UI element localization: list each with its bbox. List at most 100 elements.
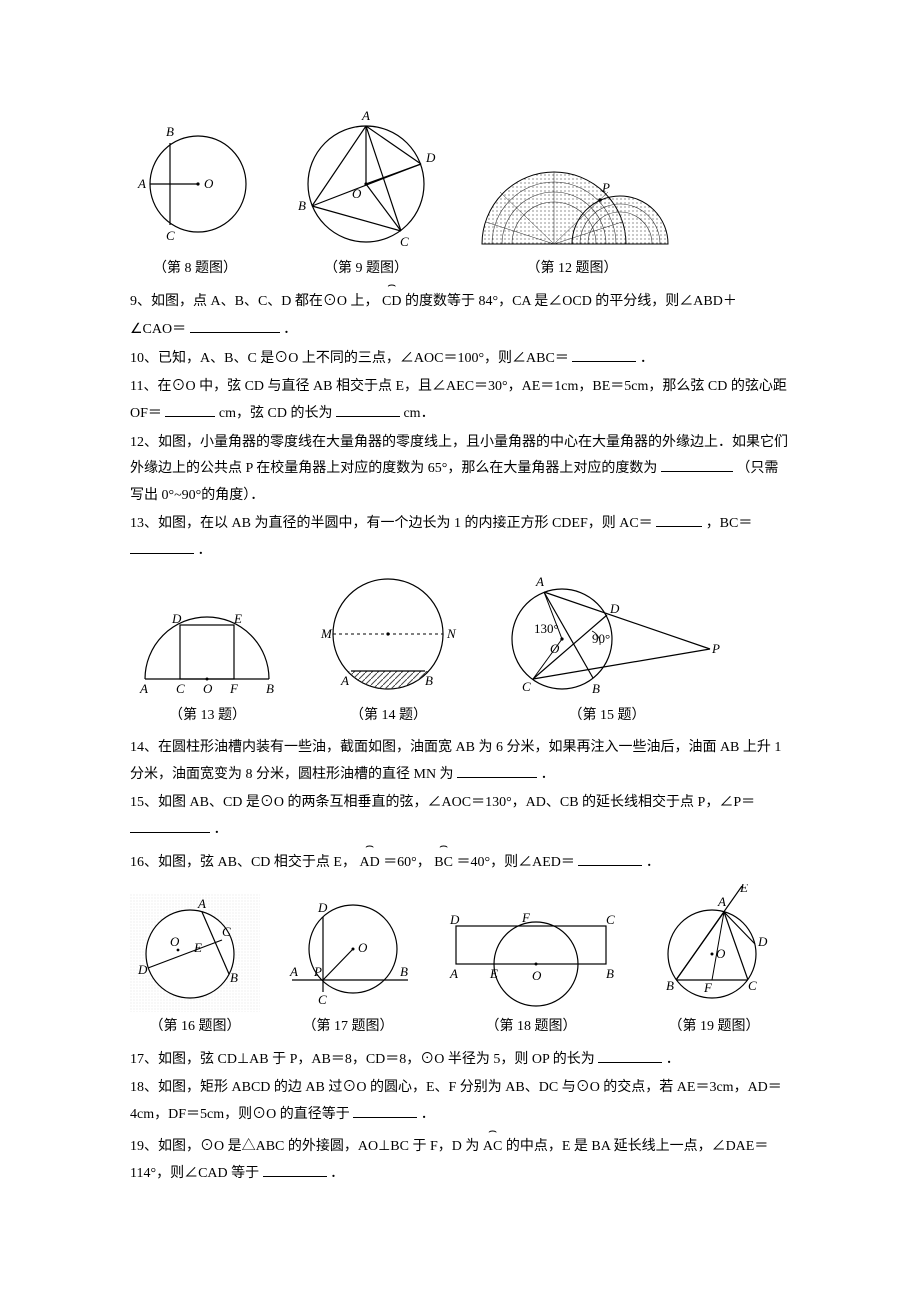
svg-text:C: C — [400, 234, 409, 249]
svg-text:M: M — [320, 626, 333, 641]
q15-text-a: 15、如图 AB、CD 是⊙O 的两条互相垂直的弦，∠AOC＝130°，AD、C… — [130, 795, 755, 810]
q16-text-b: ＝60°， — [383, 855, 431, 870]
q14: 14、在圆柱形油槽内装有一些油，截面如图，油面宽 AB 为 6 分米，如果再注入… — [130, 735, 790, 788]
fig-14: M N A B （第 14 题） — [311, 571, 466, 730]
q18: 18、如图，矩形 ABCD 的边 AB 过⊙O 的圆心，E、F 分别为 AB、D… — [130, 1075, 790, 1128]
blank-q10[interactable] — [572, 347, 636, 362]
q16: 16、如图，弦 AB、CD 相交于点 E， AD ＝60°， BC ＝40°，则… — [130, 850, 790, 877]
arc-cd: CD — [382, 289, 401, 316]
blank-q13-2[interactable] — [130, 539, 194, 554]
q10: 10、已知，A、B、C 是⊙O 上不同的三点，∠AOC＝100°，则∠ABC＝ … — [130, 346, 790, 373]
blank-q12[interactable] — [661, 457, 733, 472]
svg-text:B: B — [230, 970, 238, 985]
svg-text:A: A — [717, 894, 726, 909]
q19-text-c: ． — [330, 1166, 344, 1181]
caption-8: （第 8 题图） — [153, 256, 237, 283]
caption-15: （第 15 题） — [569, 703, 646, 730]
q14-text-b: ． — [541, 767, 555, 782]
svg-text:A: A — [197, 896, 206, 911]
fig-15: A C D B O P 130° 90° （第 15 题） — [492, 571, 722, 730]
svg-text:D: D — [609, 601, 620, 616]
caption-17: （第 17 题图） — [303, 1014, 394, 1041]
q18-text-a: 18、如图，矩形 ABCD 的边 AB 过⊙O 的圆心，E、F 分别为 AB、D… — [130, 1080, 782, 1122]
blank-q18[interactable] — [353, 1103, 417, 1118]
figure-row-3: A B C D O E （第 16 题图） D A P B C O （第 17 … — [130, 884, 790, 1041]
svg-text:C: C — [222, 924, 231, 939]
caption-14: （第 14 题） — [350, 703, 427, 730]
q14-text-a: 14、在圆柱形油槽内装有一些油，截面如图，油面宽 AB 为 6 分米，如果再注入… — [130, 740, 781, 782]
fig-19: E A B C D F O （第 19 题图） — [644, 884, 784, 1041]
svg-text:O: O — [170, 934, 180, 949]
blank-q15[interactable] — [130, 818, 210, 833]
q11-text-b: cm，弦 CD 的长为 — [219, 406, 333, 421]
fig-12: P （第 12 题图） — [472, 162, 672, 283]
svg-text:O: O — [550, 641, 560, 656]
svg-text:E: E — [739, 884, 748, 895]
q17-text-b: ． — [666, 1052, 680, 1067]
q13-text-c: ． — [198, 543, 212, 558]
svg-text:E: E — [193, 940, 202, 955]
blank-q11-1[interactable] — [165, 402, 215, 417]
q13-text-b: ，BC＝ — [706, 516, 753, 531]
svg-text:B: B — [425, 673, 433, 688]
q11: 11、在⊙O 中，弦 CD 与直径 AB 相交于点 E，且∠AEC＝30°，AE… — [130, 374, 790, 427]
svg-text:A: A — [361, 108, 370, 123]
svg-text:C: C — [606, 912, 615, 927]
svg-text:C: C — [748, 978, 757, 993]
svg-text:B: B — [266, 681, 274, 696]
svg-text:B: B — [606, 966, 614, 981]
q17: 17、如图，弦 CD⊥AB 于 P，AB＝8，CD＝8，⊙O 半径为 5，则 O… — [130, 1047, 790, 1074]
svg-text:P: P — [601, 180, 610, 195]
blank-q14[interactable] — [457, 763, 537, 778]
svg-text:D: D — [757, 934, 768, 949]
fig-17: D A P B C O （第 17 题图） — [278, 894, 418, 1041]
svg-text:D: D — [449, 912, 460, 927]
blank-q16[interactable] — [578, 851, 642, 866]
svg-text:A: A — [340, 673, 349, 688]
fig-8: B A O C （第 8 题图） — [130, 114, 260, 283]
caption-18: （第 18 题图） — [486, 1014, 577, 1041]
q10-text-b: ． — [640, 351, 654, 366]
caption-12: （第 12 题图） — [527, 256, 618, 283]
fig-13: A C O F B D E （第 13 题） — [130, 593, 285, 730]
q16-text-d: ． — [646, 855, 660, 870]
svg-text:D: D — [171, 611, 182, 626]
svg-text:B: B — [400, 964, 408, 979]
svg-text:130°: 130° — [534, 621, 559, 636]
svg-text:E: E — [489, 966, 498, 981]
svg-text:90°: 90° — [592, 631, 610, 646]
arc-ad: AD — [359, 850, 379, 877]
figure-row-1: B A O C （第 8 题图） A B C D O — [130, 106, 790, 283]
svg-text:A: A — [137, 176, 146, 191]
svg-text:N: N — [446, 626, 457, 641]
q16-text-c: ＝40°，则∠AED＝ — [456, 855, 574, 870]
blank-q9[interactable] — [190, 318, 280, 333]
q9-line2: ∠CAO＝ ． — [130, 317, 790, 344]
arc-bc: BC — [434, 850, 453, 877]
q9-text-b: 的度数等于 84°，CA 是∠OCD 的平分线，则∠ABD＋ — [405, 294, 737, 309]
svg-text:D: D — [137, 962, 148, 977]
svg-text:P: P — [711, 641, 720, 656]
blank-q17[interactable] — [598, 1048, 662, 1063]
svg-text:D: D — [425, 150, 436, 165]
figure-row-2: A C O F B D E （第 13 题） M N — [130, 571, 790, 730]
q17-text-a: 17、如图，弦 CD⊥AB 于 P，AB＝8，CD＝8，⊙O 半径为 5，则 O… — [130, 1052, 595, 1067]
svg-text:F: F — [229, 681, 239, 696]
q12: 12、如图，小量角器的零度线在大量角器的零度线上，且小量角器的中心在大量角器的外… — [130, 430, 790, 510]
svg-text:F: F — [703, 980, 713, 995]
blank-q13-1[interactable] — [656, 512, 702, 527]
svg-text:A: A — [289, 964, 298, 979]
q9-text-a: 9、如图，点 A、B、C、D 都在⊙O 上， — [130, 294, 379, 309]
q11-text-c: cm． — [403, 406, 434, 421]
svg-text:C: C — [318, 992, 327, 1007]
caption-19: （第 19 题图） — [669, 1014, 760, 1041]
blank-q11-2[interactable] — [336, 402, 400, 417]
blank-q19[interactable] — [263, 1162, 327, 1177]
caption-13: （第 13 题） — [169, 703, 246, 730]
q15-text-b: ． — [214, 822, 228, 837]
svg-text:O: O — [532, 968, 542, 983]
fig-9: A B C D O （第 9 题图） — [286, 106, 446, 283]
q19-text-a: 19、如图，⊙O 是△ABC 的外接圆，AO⊥BC 于 F，D 为 — [130, 1139, 479, 1154]
svg-text:E: E — [233, 611, 242, 626]
q10-text-a: 10、已知，A、B、C 是⊙O 上不同的三点，∠AOC＝100°，则∠ABC＝ — [130, 351, 569, 366]
